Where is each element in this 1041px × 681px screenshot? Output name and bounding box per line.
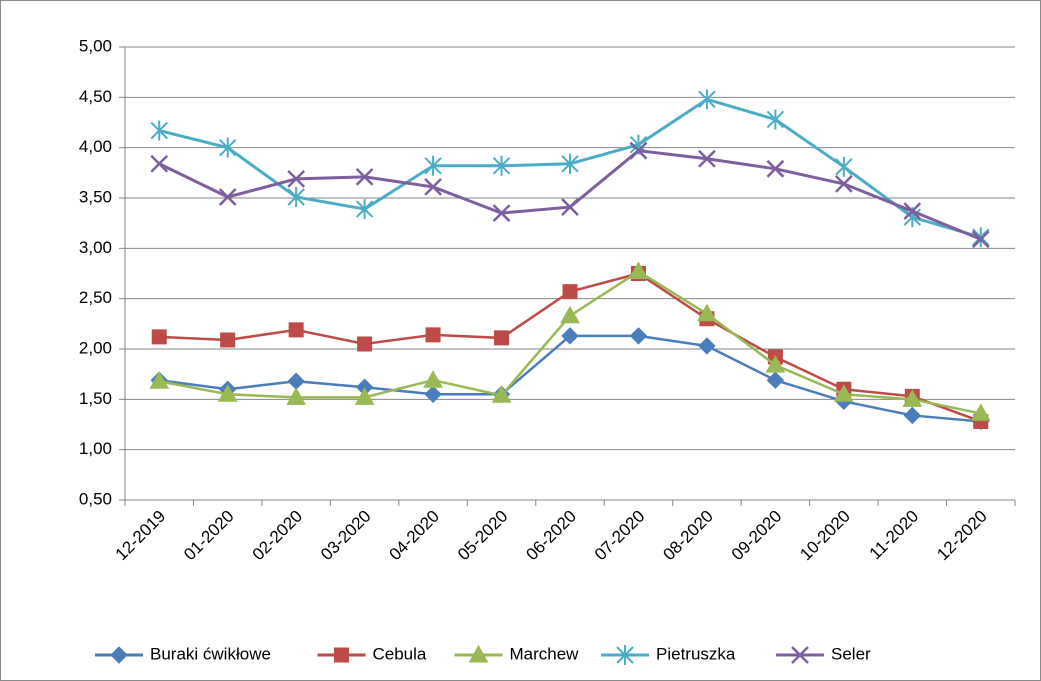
marker <box>972 227 990 248</box>
marker <box>355 167 374 186</box>
marker <box>424 385 442 404</box>
marker <box>562 284 578 300</box>
marker <box>629 141 648 160</box>
marker <box>903 406 922 425</box>
marker <box>149 371 170 389</box>
marker <box>151 329 167 345</box>
marker <box>628 261 649 279</box>
marker <box>698 149 716 168</box>
marker <box>287 169 306 188</box>
y-tick-label: 1,50 <box>79 389 112 408</box>
legend-label: Buraki ćwikłowe <box>150 644 271 663</box>
marker <box>561 327 579 345</box>
marker <box>561 153 579 174</box>
marker <box>354 387 375 405</box>
marker <box>697 303 717 322</box>
legend-label: Marchew <box>510 644 580 663</box>
marker <box>468 644 489 663</box>
y-tick-label: 3,50 <box>79 187 112 206</box>
marker <box>492 204 511 222</box>
marker <box>629 327 648 345</box>
y-tick-label: 0,50 <box>79 489 112 508</box>
marker <box>334 647 349 663</box>
marker <box>425 327 441 343</box>
legend-label: Cebula <box>373 644 427 663</box>
marker <box>903 202 922 220</box>
marker <box>357 336 373 352</box>
y-tick-label: 2,50 <box>79 288 112 307</box>
y-tick-label: 4,50 <box>79 87 112 106</box>
marker <box>150 154 169 173</box>
marker <box>355 199 374 220</box>
marker <box>766 109 785 130</box>
marker <box>217 384 238 402</box>
marker <box>218 137 237 158</box>
marker <box>766 159 785 178</box>
marker <box>833 384 854 402</box>
marker <box>287 186 305 207</box>
legend-label: Seler <box>831 644 871 663</box>
y-tick-label: 3,00 <box>79 238 112 257</box>
y-tick-label: 1,00 <box>79 439 112 458</box>
marker <box>765 355 786 373</box>
marker <box>970 403 991 421</box>
marker <box>218 188 237 206</box>
y-tick-label: 2,00 <box>79 338 112 357</box>
y-tick-label: 5,00 <box>79 36 112 55</box>
marker <box>424 155 442 176</box>
y-tick-label: 4,00 <box>79 137 112 156</box>
marker <box>766 371 785 389</box>
marker <box>791 646 809 664</box>
marker <box>492 155 511 176</box>
legend-label: Pietruszka <box>656 644 736 663</box>
marker <box>834 175 853 193</box>
marker <box>110 646 128 664</box>
marker <box>698 337 716 355</box>
marker <box>150 120 168 141</box>
marker <box>835 156 853 177</box>
marker <box>560 305 580 324</box>
marker <box>424 178 442 196</box>
marker <box>561 198 579 216</box>
marker <box>971 230 990 249</box>
marker <box>286 387 307 405</box>
marker <box>902 389 923 407</box>
marker <box>288 322 304 338</box>
marker <box>698 89 716 110</box>
marker <box>423 370 443 388</box>
marker <box>220 332 236 348</box>
marker <box>616 645 634 665</box>
marker <box>491 385 512 403</box>
marker <box>494 330 510 346</box>
